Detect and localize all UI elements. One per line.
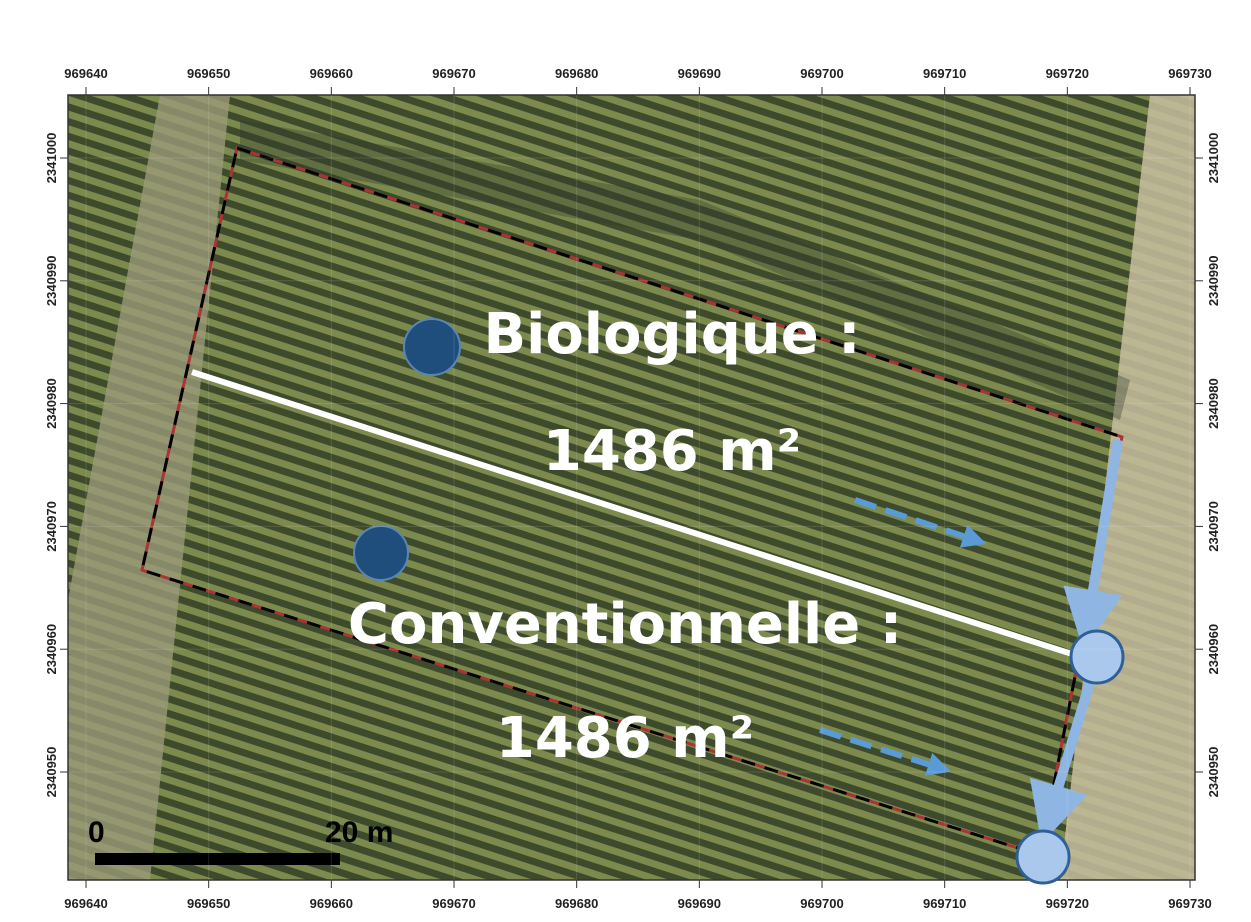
bio-area: 1486 m² xyxy=(543,419,801,484)
y-tick-label: 2340960 xyxy=(1206,624,1221,675)
x-tick-label: 969690 xyxy=(678,66,721,81)
y-tick-label: 2340960 xyxy=(44,624,59,675)
x-tick-label: 969660 xyxy=(310,66,353,81)
conv-area: 1486 m² xyxy=(496,706,754,771)
bio-title: Biologique : xyxy=(483,302,860,367)
scale-bar xyxy=(95,853,340,865)
x-tick-label: 969680 xyxy=(555,896,598,911)
x-tick-label: 969710 xyxy=(923,66,966,81)
x-tick-label: 969670 xyxy=(432,896,475,911)
x-tick-label: 969700 xyxy=(800,66,843,81)
x-tick-label: 969640 xyxy=(64,896,107,911)
y-tick-label: 2340970 xyxy=(44,501,59,552)
y-tick-label: 2340990 xyxy=(1206,255,1221,306)
x-tick-label: 969670 xyxy=(432,66,475,81)
x-tick-label: 969640 xyxy=(64,66,107,81)
y-tick-label: 2340950 xyxy=(44,747,59,798)
y-tick-label: 2341000 xyxy=(1206,133,1221,184)
y-tick-label: 2340990 xyxy=(44,255,59,306)
x-tick-label: 969660 xyxy=(310,896,353,911)
conv-title: Conventionnelle : xyxy=(348,592,902,657)
y-tick-label: 2340970 xyxy=(1206,501,1221,552)
x-tick-label: 969700 xyxy=(800,896,843,911)
x-tick-label: 969650 xyxy=(187,896,230,911)
x-tick-label: 969720 xyxy=(1046,66,1089,81)
x-tick-label: 969690 xyxy=(678,896,721,911)
scale-end: 20 m xyxy=(325,816,393,849)
y-tick-label: 2341000 xyxy=(44,133,59,184)
y-tick-label: 2340950 xyxy=(1206,747,1221,798)
x-tick-label: 969730 xyxy=(1168,896,1211,911)
x-tick-label: 969680 xyxy=(555,66,598,81)
x-tick-label: 969650 xyxy=(187,66,230,81)
x-tick-label: 969720 xyxy=(1046,896,1089,911)
x-tick-label: 969730 xyxy=(1168,66,1211,81)
y-tick-label: 2340980 xyxy=(1206,378,1221,429)
y-tick-label: 2340980 xyxy=(44,378,59,429)
scale-start: 0 xyxy=(88,816,105,849)
x-tick-label: 969710 xyxy=(923,896,966,911)
map: Biologique : 1486 m² Conventionnelle : 1… xyxy=(0,0,1251,922)
